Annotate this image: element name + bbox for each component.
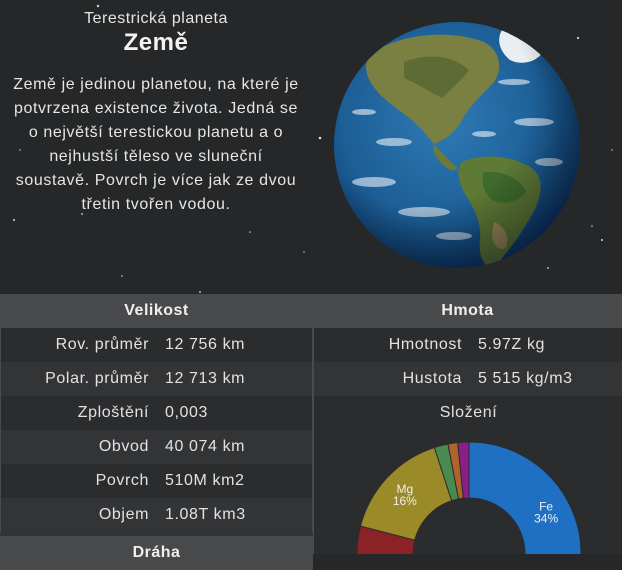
table-row: Hustota 5 515 kg/m3 — [314, 362, 622, 396]
row-value: 0,003 — [165, 404, 209, 421]
table-row: Rov. průměr 12 756 km — [1, 328, 312, 362]
row-label: Povrch — [95, 472, 149, 489]
donut-slice-fe — [468, 441, 582, 554]
row-label: Rov. průměr — [55, 336, 149, 353]
table-row: Obvod 40 074 km — [1, 430, 312, 464]
table-row: Zploštění 0,003 — [1, 396, 312, 430]
table-row: Polar. průměr 12 713 km — [1, 362, 312, 396]
size-panel: Velikost Rov. průměr 12 756 km Polar. pr… — [0, 294, 313, 570]
donut-slice-percent: 34% — [534, 512, 558, 526]
row-label: Hmotnost — [388, 336, 462, 353]
table-row: Povrch 510M km2 — [1, 464, 312, 498]
planet-description: Země je jedinou planetou, na které je po… — [13, 76, 299, 213]
planet-intro: Terestrická planeta Země Země je jedinou… — [12, 8, 300, 217]
row-label: Zploštění — [77, 404, 149, 421]
earth-globe-image — [334, 22, 580, 268]
donut-slice-label: Fe — [539, 500, 553, 514]
donut-slice-6 — [457, 441, 470, 499]
table-row: Objem 1.08T km3 — [1, 498, 312, 532]
row-label: Polar. průměr — [45, 370, 149, 387]
row-value: 12 756 km — [165, 336, 246, 353]
row-label: Objem — [98, 506, 149, 523]
donut-slice-percent: 16% — [393, 494, 417, 508]
size-panel-header: Velikost — [0, 294, 313, 328]
row-label: Hustota — [402, 370, 462, 387]
orbit-panel-header: Dráha — [0, 536, 313, 570]
row-value: 510M km2 — [165, 472, 245, 489]
row-value: 5.97Z kg — [478, 336, 546, 353]
row-value: 12 713 km — [165, 370, 246, 387]
size-table: Rov. průměr 12 756 km Polar. průměr 12 7… — [0, 328, 313, 532]
planet-title: Země — [123, 29, 189, 56]
composition-title: Složení — [439, 404, 498, 421]
mass-table: Hmotnost 5.97Z kg Hustota 5 515 kg/m3 — [313, 328, 622, 396]
row-value: 40 074 km — [165, 438, 246, 455]
planet-subtitle: Terestrická planeta — [84, 10, 228, 27]
mass-panel: Hmota Hmotnost 5.97Z kg Hustota 5 515 kg… — [313, 294, 622, 554]
table-row: Hmotnost 5.97Z kg — [314, 328, 622, 362]
donut-slice-label: Mg — [397, 482, 414, 496]
mass-panel-header: Hmota — [313, 294, 622, 328]
row-label: Obvod — [98, 438, 149, 455]
row-value: 5 515 kg/m3 — [478, 370, 573, 387]
row-value: 1.08T km3 — [165, 506, 246, 523]
planet-hero: Terestrická planeta Země Země je jedinou… — [12, 8, 580, 268]
composition-section: Složení Fe 34% Mg 16% — [313, 396, 622, 554]
